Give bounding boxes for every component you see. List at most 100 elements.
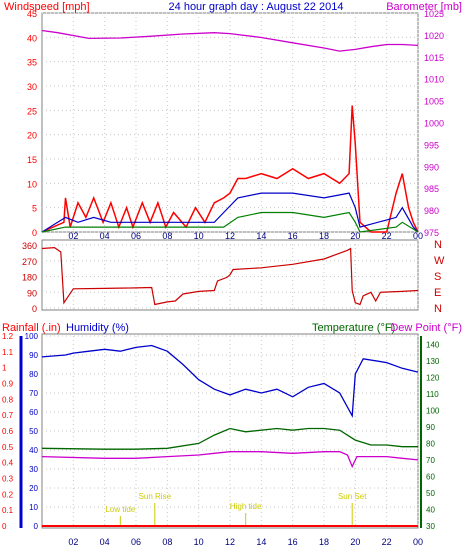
barometer-line [41, 29, 419, 52]
x-tick-label: 04 [100, 231, 110, 241]
event-label: Sun Rise [139, 492, 172, 501]
rain-tick-labels: 0 0.1 0.2 0.3 0.4 0.5 0.6 0.7 0.8 0.9 1 1.1 1.2 [2, 332, 14, 531]
dewpoint-line [41, 451, 419, 469]
x-tick-label: 06 [131, 231, 141, 241]
wind-tick-label: 25 [27, 106, 37, 116]
temperature-tick-label: 50 [426, 489, 435, 498]
compass-label: S [434, 271, 441, 283]
temperature-tick-label: 130 [426, 357, 440, 366]
rain-tick-label: 0.7 [2, 411, 14, 420]
wind-gust-line [41, 105, 419, 233]
wind-tick-label: 10 [27, 179, 37, 189]
x-tick-label: 20 [350, 537, 360, 547]
humidity-tick-label: 80 [29, 370, 38, 379]
direction-tick-label: 360 [22, 241, 37, 251]
direction-tick-labels: 360 270 180 90 0 [22, 241, 37, 314]
humidity-tick-label: 30 [29, 465, 38, 474]
temperature-tick-label: 90 [426, 423, 435, 432]
x-tick-label: 20 [350, 231, 360, 241]
x-tick-labels: 02 04 06 08 10 12 14 16 18 20 22 00 [68, 231, 423, 241]
x-tick-label: 02 [68, 231, 78, 241]
direction-tick-label: 270 [22, 257, 37, 267]
temperature-label: Temperature (°F) [312, 322, 395, 334]
wind-tick-label: 5 [32, 204, 37, 214]
compass-label: W [434, 255, 445, 267]
wind-axis-label: Windspeed [mph] [4, 1, 90, 13]
humidity-tick-label: 100 [25, 332, 39, 341]
rain-tick-label: 1.1 [2, 348, 14, 357]
event-label: High tide [230, 502, 262, 511]
barometer-tick-label: 1010 [424, 75, 444, 85]
wind-avg-line [41, 192, 419, 233]
temperature-tick-label: 140 [426, 340, 440, 349]
x-tick-label: 08 [162, 537, 172, 547]
direction-tick-label: 0 [32, 304, 37, 314]
x-tick-label: 10 [194, 231, 204, 241]
x-tick-label: 22 [382, 231, 392, 241]
temperature-tick-label: 70 [426, 456, 435, 465]
barometer-tick-label: 990 [424, 162, 439, 172]
dewpoint-label: Dew Point (°F) [390, 322, 462, 334]
x-tick-label: 10 [194, 537, 204, 547]
x-tick-label: 14 [256, 231, 266, 241]
x-tick-label: 12 [225, 231, 235, 241]
humidity-tick-label: 40 [29, 446, 38, 455]
humidity-tick-label: 90 [29, 351, 38, 360]
humidity-tick-label: 10 [29, 503, 38, 512]
temperature-humidity-panel: Rainfall (.in) Humidity (%) Temperature … [2, 322, 462, 547]
compass-label: N [434, 303, 442, 315]
rain-tick-label: 0.6 [2, 427, 14, 436]
temperature-tick-label: 40 [426, 505, 435, 514]
series [41, 29, 419, 233]
humidity-tick-label: 50 [29, 427, 38, 436]
barometer-tick-label: 995 [424, 140, 439, 150]
title: 24 hour graph day : August 22 2014 [169, 1, 344, 13]
barometer-tick-label: 1020 [424, 31, 444, 41]
direction-tick-label: 180 [22, 273, 37, 283]
temperature-tick-label: 30 [426, 522, 435, 531]
barometer-tick-label: 1005 [424, 97, 444, 107]
x-tick-label: 16 [288, 231, 298, 241]
compass-label: N [434, 239, 442, 251]
wind-tick-labels: 0 5 10 15 20 25 30 35 40 45 [27, 9, 37, 238]
rainfall-label: Rainfall (.in) [2, 322, 61, 334]
humidity-tick-label: 70 [29, 389, 38, 398]
barometer-tick-label: 1015 [424, 53, 444, 63]
rain-tick-label: 0.4 [2, 459, 14, 468]
wind-tick-label: 40 [27, 33, 37, 43]
rain-tick-label: 0.2 [2, 490, 14, 499]
wind-tick-label: 45 [27, 9, 37, 19]
humidity-line [41, 344, 419, 419]
barometer-tick-label: 975 [424, 228, 439, 238]
temperature-tick-label: 80 [426, 439, 435, 448]
wind-tick-label: 0 [32, 228, 37, 238]
x-tick-label: 12 [225, 537, 235, 547]
x-tick-label: 02 [68, 537, 78, 547]
x-tick-label: 18 [319, 537, 329, 547]
series [41, 246, 419, 306]
x-tick-labels: 02 04 06 08 10 12 14 16 18 20 22 00 [68, 537, 423, 547]
barometer-tick-label: 980 [424, 206, 439, 216]
barometer-axis-label: Barometer [mb] [386, 1, 462, 13]
rain-tick-label: 0.3 [2, 475, 14, 484]
temperature-tick-label: 120 [426, 373, 440, 382]
wind-tick-label: 35 [27, 58, 37, 68]
rain-tick-label: 0.1 [2, 506, 14, 515]
temperature-tick-label: 100 [426, 406, 440, 415]
x-tick-label: 16 [288, 537, 298, 547]
grid [42, 240, 419, 310]
wind-low-line [41, 211, 419, 233]
direction-tick-label: 90 [27, 288, 37, 298]
wind-tick-label: 30 [27, 82, 37, 92]
x-tick-label: 00 [413, 537, 423, 547]
rain-tick-label: 1.2 [2, 332, 14, 341]
wind-direction-line [41, 246, 419, 306]
barometer-tick-label: 985 [424, 184, 439, 194]
compass-label: E [434, 287, 441, 299]
x-tick-label: 14 [256, 537, 266, 547]
humidity-label: Humidity (%) [66, 322, 129, 334]
wind-tick-label: 15 [27, 155, 37, 165]
